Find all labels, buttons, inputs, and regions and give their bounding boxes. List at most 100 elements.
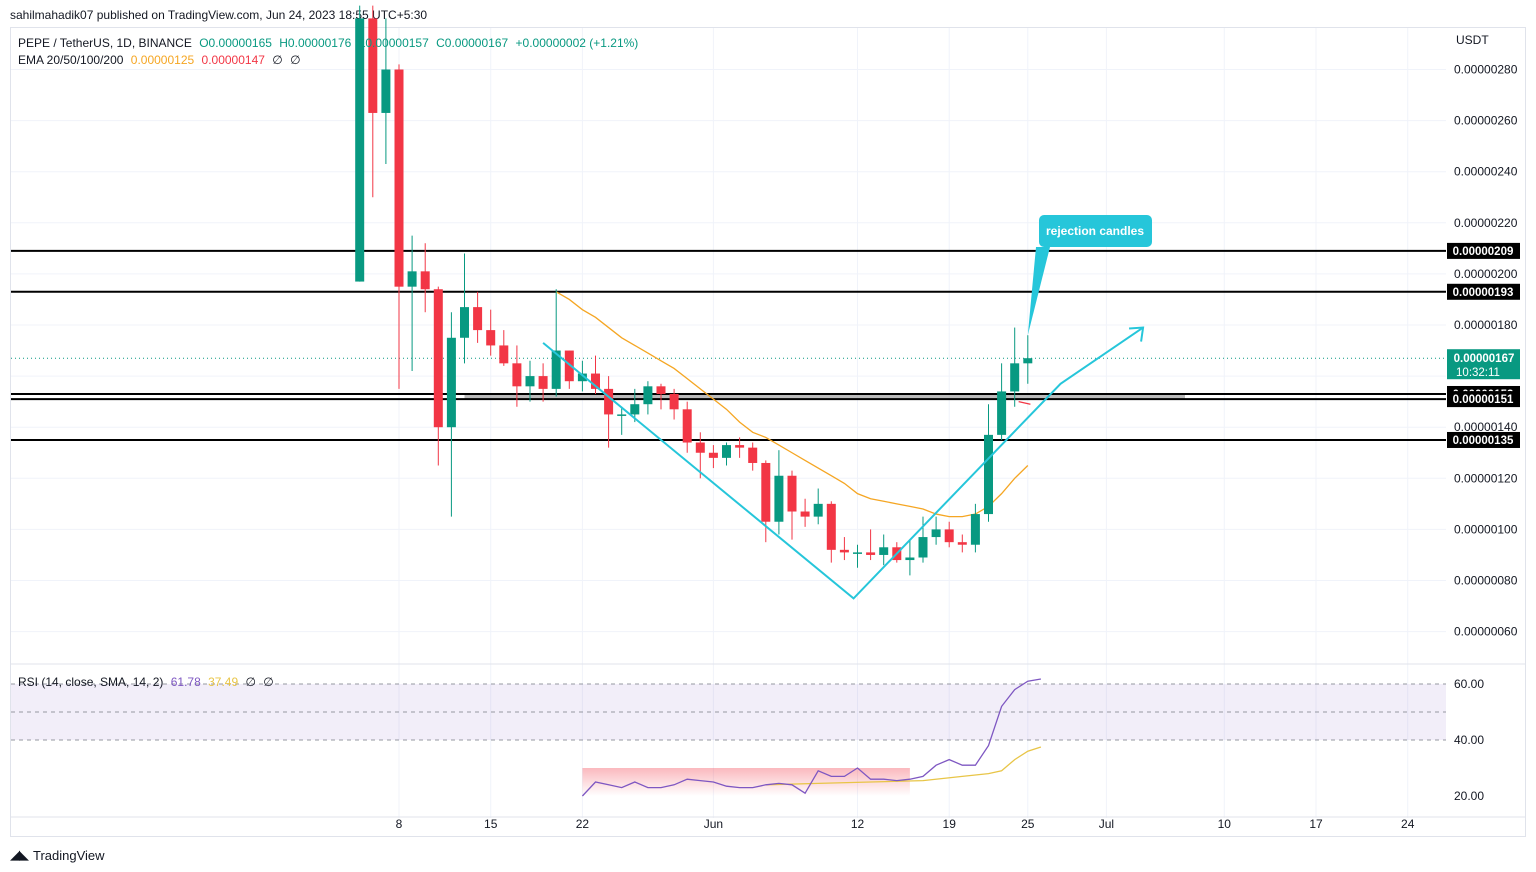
legend-open: O0.00000165 [199, 36, 272, 50]
y-tick-label: 0.00000240 [1454, 165, 1518, 179]
candle-body [617, 414, 627, 416]
y-tick-label: 0.00000200 [1454, 267, 1518, 281]
rsi-level-label: 40.00 [1454, 733, 1484, 747]
rsi-level-label: 60.00 [1454, 677, 1484, 691]
candle-body [473, 307, 483, 331]
candle-body [761, 462, 771, 522]
level-price-label: 0.00000193 [1453, 287, 1514, 299]
ema-title: EMA 20/50/100/200 [18, 53, 124, 67]
candle-body [839, 549, 849, 553]
y-tick-label: 0.00000080 [1454, 574, 1518, 588]
level-price-label: 0.00000135 [1453, 435, 1514, 447]
candle-body [1010, 363, 1020, 392]
candle-body [630, 404, 640, 415]
candle-body [669, 393, 679, 410]
candle-body [643, 386, 653, 405]
rsi-legend: RSI (14, close, SMA, 14, 2) 61.78 37.49 … [18, 675, 278, 689]
ema20-line [555, 291, 1029, 518]
ema50-value: 0.00000147 [201, 53, 265, 67]
x-tick-label: 15 [484, 817, 498, 831]
level-price-badge [1447, 283, 1520, 300]
candle-body [551, 350, 561, 389]
candle-body [394, 69, 404, 287]
candle-body [984, 434, 993, 515]
callout-box [1039, 215, 1152, 247]
x-tick-label: Jul [1099, 817, 1114, 831]
x-tick-label: 17 [1309, 817, 1323, 831]
publisher-line: sahilmahadik07 published on TradingView.… [10, 8, 428, 22]
rsi-level-label: 20.00 [1454, 789, 1484, 803]
ema100-value: ∅ [272, 53, 283, 67]
legend-close: C0.00000167 [436, 36, 509, 50]
candle-body [381, 69, 391, 113]
countdown-label: 10:32:11 [1456, 367, 1500, 379]
callout-text: rejection candles [1046, 224, 1144, 238]
tradingview-logo-icon: ◢◣ [10, 847, 29, 862]
candle-body [826, 503, 836, 550]
x-tick-label: 22 [576, 817, 590, 831]
candle-body [446, 337, 456, 428]
candle-body [407, 271, 417, 287]
rsi-value: 61.78 [170, 675, 201, 689]
support-zone [464, 393, 1185, 400]
y-tick-label: 0.00000140 [1454, 420, 1518, 434]
x-tick-label: 19 [943, 817, 957, 831]
candle-body [748, 447, 758, 463]
x-tick-label: 10 [1218, 817, 1232, 831]
candle-body [957, 542, 967, 545]
y-tick-label: 0.00000220 [1454, 216, 1518, 230]
candle-body [970, 514, 980, 545]
candle-body [355, 18, 365, 282]
candle-body [656, 386, 666, 394]
rsi-sma-line [765, 746, 1042, 786]
y-tick-label: 0.00000100 [1454, 522, 1518, 536]
x-tick-label: 25 [1021, 817, 1035, 831]
candle-body [944, 529, 954, 543]
brand-text: TradingView [33, 847, 105, 863]
candle-body [931, 529, 941, 538]
footer-brand[interactable]: ◢◣ TradingView [10, 847, 105, 863]
candle-body [905, 557, 915, 561]
x-tick-label: 24 [1401, 817, 1415, 831]
y-tick-label: 0.00000280 [1454, 63, 1518, 77]
rsi-line [581, 678, 1042, 797]
candle-body [735, 445, 745, 448]
current-price-label: 0.00000167 [1454, 353, 1515, 365]
symbol-legend: PEPE / TetherUS, 1D, BINANCE O0.00000165… [18, 36, 642, 50]
legend-low: L0.00000157 [358, 36, 429, 50]
chart-frame [10, 27, 1526, 837]
candle-body [460, 307, 469, 338]
v-pattern-line [542, 326, 1144, 600]
y-tick-label: 0.00000120 [1454, 471, 1518, 485]
x-tick-label: Jun [704, 817, 723, 831]
candle-body [512, 363, 522, 387]
candle-body [564, 350, 574, 382]
candle-body [538, 376, 548, 389]
candle-body [695, 442, 705, 453]
candle-body [604, 388, 614, 415]
candle-body [420, 271, 430, 290]
candle-body [787, 475, 797, 512]
candle-body [486, 330, 496, 346]
candle-body [525, 376, 535, 387]
candle-body [879, 547, 889, 555]
rsi-sma-value: 37.49 [208, 675, 239, 689]
candle-body [722, 445, 731, 458]
current-price-badge [1447, 349, 1520, 380]
candle-body [813, 503, 823, 517]
symbol-title: PEPE / TetherUS, 1D, BINANCE [18, 36, 192, 50]
y-tick-label: 0.00000260 [1454, 114, 1518, 128]
legend-change: +0.00000002 (+1.21%) [515, 36, 639, 50]
candle-body [853, 552, 862, 554]
candle-body [708, 452, 718, 458]
currency-label: USDT [1456, 33, 1489, 47]
arrow-head-icon [1129, 326, 1145, 342]
x-tick-label: 8 [396, 817, 403, 831]
candle-body [866, 552, 876, 555]
level-price-badge [1447, 242, 1520, 259]
candle-body [368, 18, 378, 113]
x-tick-label: 12 [851, 817, 865, 831]
candle-body [774, 475, 784, 522]
level-price-badge [1447, 391, 1520, 408]
